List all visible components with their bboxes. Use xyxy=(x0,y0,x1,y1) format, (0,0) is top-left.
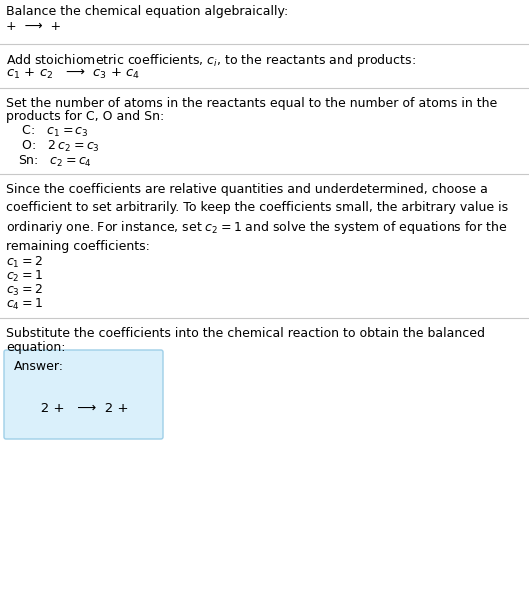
Text: $c_3 = 2$: $c_3 = 2$ xyxy=(6,283,43,298)
Text: Since the coefficients are relative quantities and underdetermined, choose a
coe: Since the coefficients are relative quan… xyxy=(6,183,508,253)
Text: Balance the chemical equation algebraically:: Balance the chemical equation algebraica… xyxy=(6,5,288,18)
Text: Substitute the coefficients into the chemical reaction to obtain the balanced: Substitute the coefficients into the che… xyxy=(6,327,485,340)
Text: $c_2 = 1$: $c_2 = 1$ xyxy=(6,269,43,284)
Text: $c_4 = 1$: $c_4 = 1$ xyxy=(6,297,43,312)
Text: Sn:   $c_2 = c_4$: Sn: $c_2 = c_4$ xyxy=(18,154,92,169)
Text: Answer:: Answer: xyxy=(14,360,64,373)
Text: $c_1$ + $c_2$   ⟶  $c_3$ + $c_4$: $c_1$ + $c_2$ ⟶ $c_3$ + $c_4$ xyxy=(6,67,140,81)
Text: Add stoichiometric coefficients, $c_i$, to the reactants and products:: Add stoichiometric coefficients, $c_i$, … xyxy=(6,52,416,69)
FancyBboxPatch shape xyxy=(4,350,163,439)
Text: 2 +   ⟶  2 +: 2 + ⟶ 2 + xyxy=(28,402,129,415)
Text: $c_1 = 2$: $c_1 = 2$ xyxy=(6,255,43,270)
Text: products for C, O and Sn:: products for C, O and Sn: xyxy=(6,110,164,123)
Text: Set the number of atoms in the reactants equal to the number of atoms in the: Set the number of atoms in the reactants… xyxy=(6,97,497,110)
Text: C:   $c_1 = c_3$: C: $c_1 = c_3$ xyxy=(18,124,89,139)
Text: O:   $2\,c_2 = c_3$: O: $2\,c_2 = c_3$ xyxy=(18,139,100,154)
Text: equation:: equation: xyxy=(6,341,66,354)
Text: +  ⟶  +: + ⟶ + xyxy=(6,20,61,33)
